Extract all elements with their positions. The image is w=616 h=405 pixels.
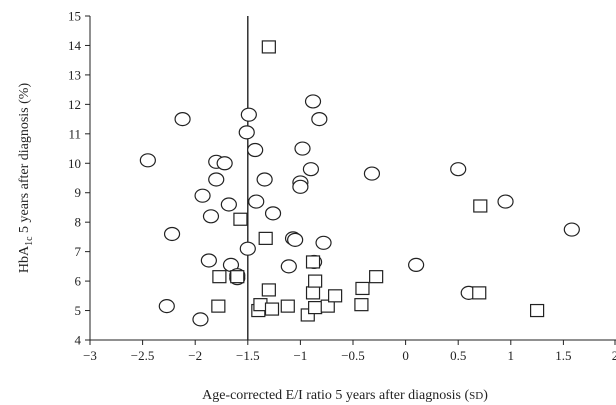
x-axis-label-text: Age-corrected E/I ratio 5 years after di… (202, 388, 469, 403)
x-ticks: −3 −2.5 −2 −1.5 −1 −0.5 0 0.5 1 1.5 2 (83, 340, 616, 363)
y-tick-label: 15 (68, 9, 81, 24)
circle-marker (174, 111, 191, 127)
circle-marker (280, 259, 297, 274)
square-marker (230, 270, 245, 284)
square-marker (473, 199, 488, 213)
circle-marker (248, 194, 265, 209)
square-marker (264, 302, 280, 316)
circle-marker (208, 172, 225, 187)
square-marker (369, 270, 384, 284)
circle-marker (294, 141, 311, 156)
y-tick-label: 10 (68, 156, 81, 171)
circle-marker (311, 111, 328, 127)
circle-marker (202, 209, 220, 224)
axes (89, 16, 616, 341)
square-marker (320, 299, 335, 313)
x-tick-label: −1 (293, 348, 307, 363)
x-tick-label: −0.5 (341, 348, 365, 363)
circle-marker (240, 107, 257, 122)
circle-marker (497, 194, 514, 209)
square-marker (211, 299, 226, 313)
x-tick-label: 2 (612, 348, 616, 363)
y-tick-label: 8 (75, 215, 82, 230)
circle-marker (220, 197, 237, 212)
y-tick-label: 9 (75, 185, 82, 200)
square-marker (212, 270, 227, 284)
x-tick-label: −2 (188, 348, 202, 363)
circle-marker (216, 156, 233, 171)
x-tick-label: 1.5 (555, 348, 571, 363)
circle-marker (239, 241, 256, 256)
x-tick-label: −1.5 (236, 348, 260, 363)
square-marker (308, 274, 323, 288)
x-tick-label: −3 (83, 348, 97, 363)
circle-marker (302, 162, 320, 177)
circle-marker (192, 312, 209, 327)
square-marker (355, 281, 370, 296)
y-tick-label: 4 (75, 333, 82, 348)
x-axis-label-close: ) (483, 388, 488, 403)
square-marker (280, 299, 295, 313)
square-marker (305, 255, 321, 269)
y-tick-label: 13 (68, 67, 81, 82)
circle-marker (200, 253, 217, 268)
y-axis-label-pre: HbA (17, 245, 32, 273)
circle-marker (292, 179, 309, 194)
data-marks (139, 40, 580, 327)
x-axis-label-unit: SD (469, 390, 483, 402)
square-marker (233, 212, 248, 226)
x-tick-label: −2.5 (131, 348, 155, 363)
circle-marker (408, 257, 425, 272)
circle-marker (238, 125, 255, 140)
square-marker (261, 40, 276, 54)
square-marker (354, 298, 369, 312)
x-tick-label: 0 (402, 348, 409, 363)
y-axis-label: HbA1c 5 years after diagnosis (%) (17, 83, 35, 274)
circle-marker (563, 222, 580, 237)
square-marker (472, 286, 487, 300)
circle-marker (163, 226, 181, 242)
circle-marker (315, 235, 332, 250)
circle-marker (363, 166, 381, 181)
square-marker (308, 301, 323, 315)
circle-marker (247, 142, 264, 158)
y-tick-label: 14 (68, 38, 82, 53)
square-marker (328, 289, 343, 303)
square-marker (258, 231, 273, 245)
circle-marker (304, 94, 322, 109)
circle-marker (194, 188, 211, 203)
y-axis-label-sub: 1c (24, 236, 35, 246)
x-tick-label: 1 (508, 348, 515, 363)
y-tick-label: 7 (75, 244, 82, 259)
circle-marker (287, 232, 304, 247)
y-tick-label: 11 (68, 126, 81, 141)
x-tick-label: 0.5 (450, 348, 466, 363)
circle-marker (256, 172, 273, 187)
y-tick-label: 12 (68, 97, 81, 112)
circle-marker (264, 206, 282, 221)
square-marker (529, 303, 545, 318)
y-tick-label: 6 (75, 274, 82, 289)
x-axis-label: Age-corrected E/I ratio 5 years after di… (202, 388, 488, 403)
y-ticks: 4 5 6 7 8 9 10 11 12 13 14 15 (68, 9, 90, 348)
y-tick-label: 5 (75, 303, 82, 318)
y-axis-label-post: 5 years after diagnosis (%) (17, 83, 32, 237)
square-marker (261, 283, 276, 297)
circle-marker (450, 162, 467, 177)
circle-marker (158, 299, 175, 314)
circle-marker (139, 153, 156, 168)
square-marker (305, 286, 321, 300)
